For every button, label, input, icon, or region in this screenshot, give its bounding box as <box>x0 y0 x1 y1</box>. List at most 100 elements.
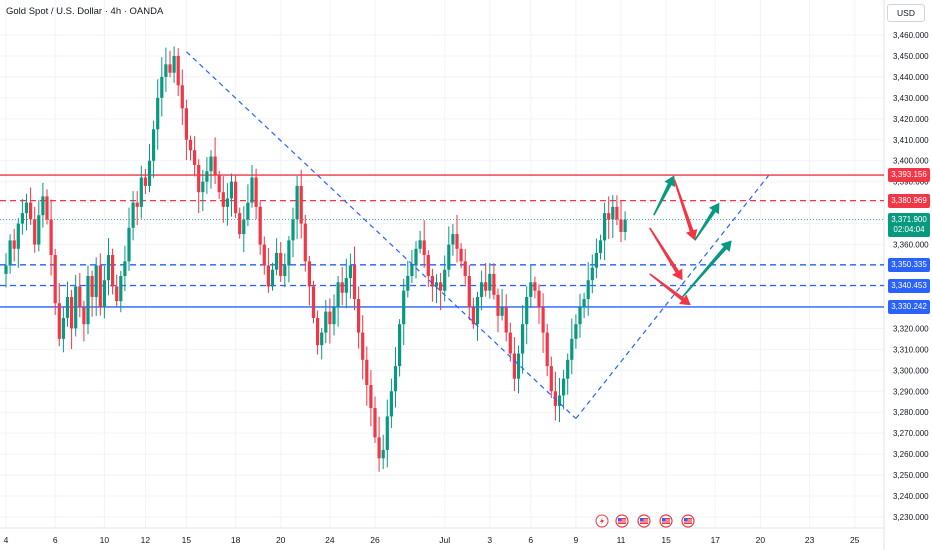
candle-body <box>217 175 221 193</box>
x-tick-label: 17 <box>711 535 721 545</box>
candle-body <box>102 280 106 308</box>
candle-body <box>209 156 213 172</box>
currency-button[interactable]: USD <box>887 4 925 22</box>
candle-body <box>193 150 197 165</box>
y-tick-label: 3,430.000 <box>893 94 929 103</box>
x-tick-label: 6 <box>528 535 533 545</box>
candle-body <box>127 227 131 262</box>
candle-body <box>152 129 156 161</box>
price-label-blue-3: 3,330.242 <box>888 299 930 314</box>
candle-body <box>201 181 205 193</box>
candle-body <box>123 261 127 276</box>
projection-arrow <box>694 202 720 241</box>
current-price-label: 3,371.900 02:04:04 <box>888 212 930 237</box>
candle-body <box>475 296 480 325</box>
x-tick-label: 20 <box>276 535 286 545</box>
candle-body <box>594 252 598 268</box>
y-tick-label: 3,270.000 <box>893 429 929 438</box>
candle-body <box>447 244 451 270</box>
candle-body <box>463 261 467 276</box>
y-tick-label: 3,320.000 <box>893 324 929 333</box>
candle-body <box>574 324 578 339</box>
y-tick-label: 3,240.000 <box>893 492 929 501</box>
candle-body <box>398 324 402 367</box>
y-tick-label: 3,290.000 <box>893 387 929 396</box>
projection-arrow <box>649 273 691 306</box>
flag-canton <box>618 518 622 521</box>
candle-body <box>176 55 180 86</box>
candle-body <box>480 282 484 297</box>
x-tick-label: 12 <box>141 535 151 545</box>
candle-body <box>61 317 65 339</box>
candle-body <box>283 265 287 276</box>
projection-arrow <box>681 240 732 298</box>
candle-body <box>111 255 115 287</box>
candle-body <box>525 296 529 325</box>
candle-body <box>340 282 344 293</box>
candle-body <box>619 219 623 232</box>
candle-body <box>504 307 508 333</box>
candle-body <box>541 307 545 333</box>
x-tick-label: 15 <box>182 535 192 545</box>
flag-canton <box>662 518 666 521</box>
candle-body <box>443 269 447 291</box>
candle-body <box>86 276 90 325</box>
flag-stripes <box>662 518 670 524</box>
y-tick-label: 3,420.000 <box>893 115 929 124</box>
candle-body <box>586 280 590 300</box>
candle-body <box>434 282 439 287</box>
candle-body <box>164 64 168 77</box>
candle-body <box>258 206 262 245</box>
candle-body <box>389 391 393 417</box>
chart-title: Gold Spot / U.S. Dollar · 4h · OANDA <box>6 6 164 17</box>
candle-body <box>78 286 82 308</box>
price-label-blue-2: 3,340.453 <box>888 278 930 293</box>
candle-body <box>33 219 37 245</box>
candle-body <box>90 276 94 297</box>
candle-body <box>418 240 422 249</box>
candle-body <box>299 185 303 224</box>
candle-body <box>205 171 209 182</box>
candle-body <box>381 449 385 459</box>
candle-body <box>611 206 615 220</box>
flag-stripes <box>684 518 692 524</box>
candle-body <box>307 261 311 287</box>
price-label-blue-1: 3,350.335 <box>888 257 930 272</box>
candle-body <box>492 273 496 295</box>
x-tick-label: 3 <box>487 535 492 545</box>
candle-body <box>603 213 607 241</box>
flag-canton <box>684 518 688 521</box>
candle-body <box>139 177 143 207</box>
candle-body <box>348 265 352 279</box>
countdown-timer: 02:04:04 <box>893 224 925 234</box>
candle-body <box>373 408 377 438</box>
candle-body <box>82 307 86 325</box>
candle-body <box>143 177 147 186</box>
candle-body <box>41 196 45 216</box>
candle-body <box>221 192 225 207</box>
candle-body <box>566 359 570 379</box>
candle-body <box>106 255 111 281</box>
candle-body <box>147 160 152 186</box>
candle-body <box>328 311 332 325</box>
flag-stripes <box>618 518 626 524</box>
trend-line <box>185 51 577 419</box>
price-label-red-1: 3,393.156 <box>888 168 930 183</box>
candle-body <box>422 240 426 256</box>
candle-body <box>570 338 574 360</box>
candle-body <box>529 282 533 297</box>
candle-body <box>270 269 275 287</box>
candle-body <box>562 378 566 396</box>
candle-body <box>180 85 184 109</box>
candle-body <box>537 290 541 308</box>
candle-body <box>410 265 414 276</box>
y-tick-label: 3,440.000 <box>893 73 929 82</box>
candle-body <box>74 286 78 329</box>
candle-body <box>426 255 430 276</box>
lightning-bolt <box>600 517 604 525</box>
candle-body <box>455 234 459 249</box>
candle-body <box>24 202 29 214</box>
flag-stripes <box>640 518 648 524</box>
x-tick-label: 6 <box>53 535 58 545</box>
